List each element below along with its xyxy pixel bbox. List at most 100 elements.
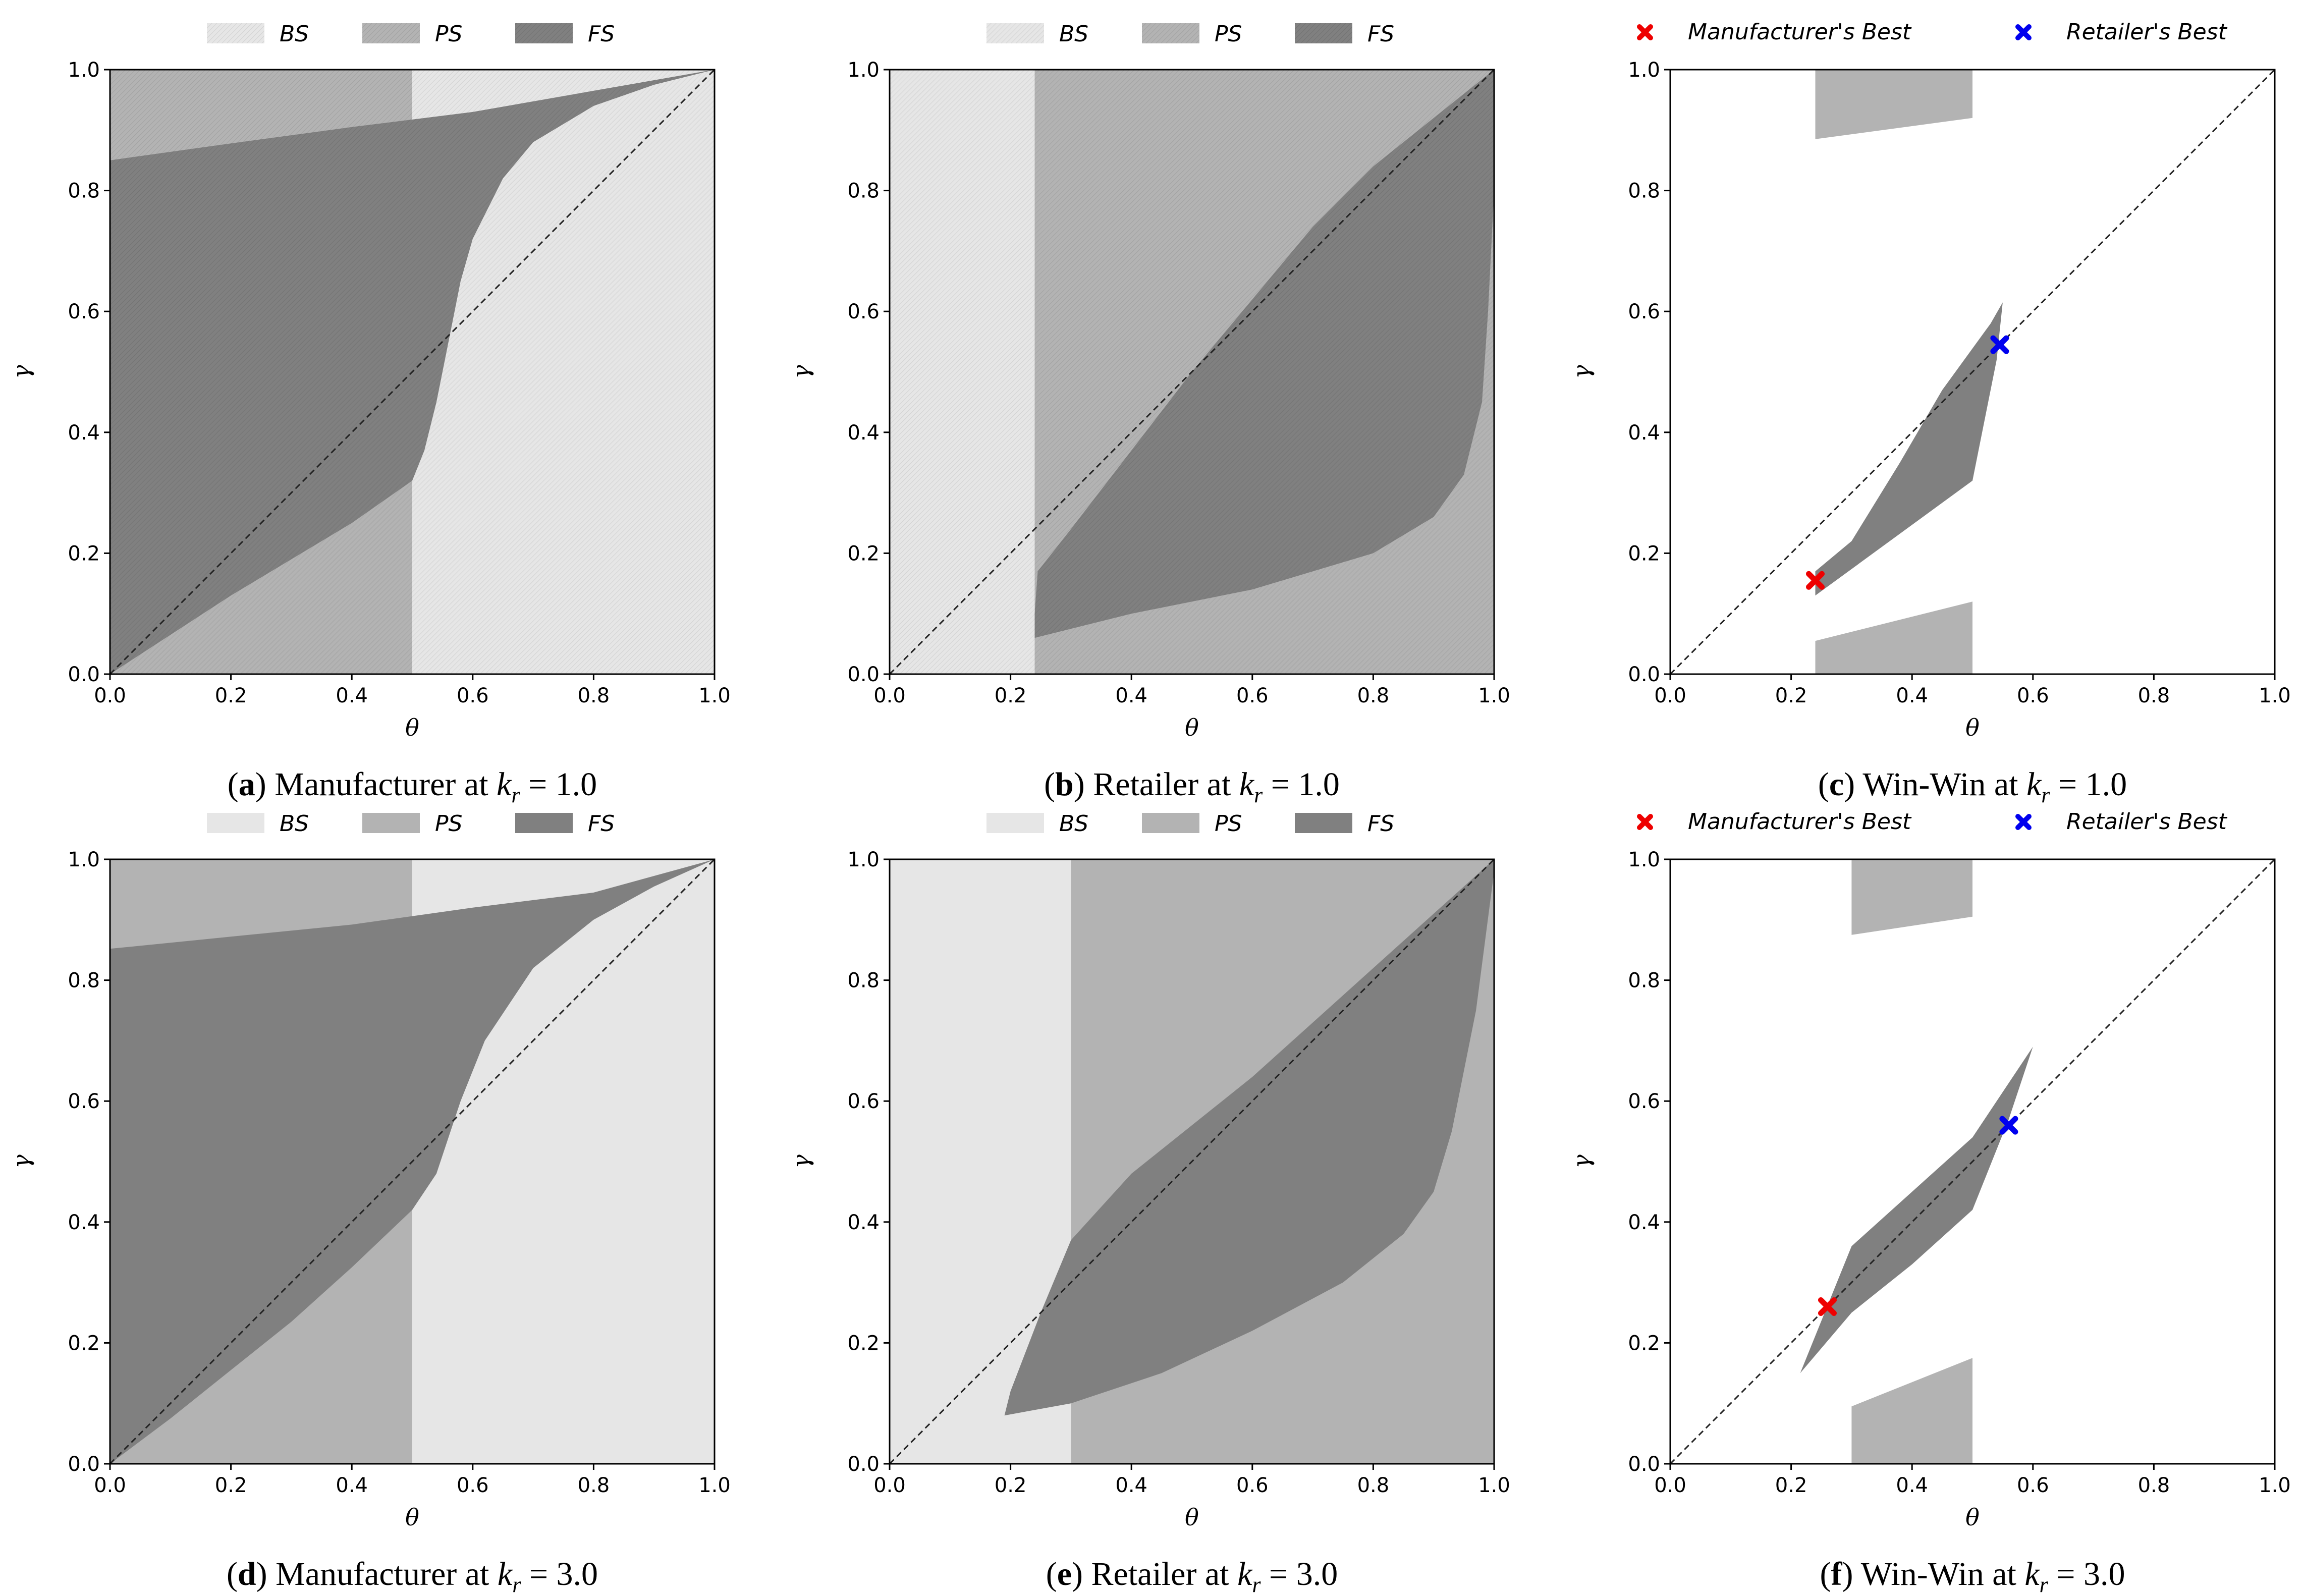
caption-text: Manufacturer at (275, 766, 488, 803)
x-tick-label: 0.4 (1896, 1474, 1928, 1497)
plot-frame (109, 69, 716, 675)
x-tick-label: 0.2 (215, 684, 247, 707)
caption-param-symbol: k (2026, 766, 2042, 803)
legend-swatch-bs (207, 813, 264, 833)
caption-paren-open: ( (228, 766, 239, 803)
caption-space (2018, 766, 2027, 803)
x-tick-label: 0.6 (1236, 684, 1269, 707)
regions-c (1670, 70, 2275, 674)
x-tick-label: 0.0 (873, 1474, 906, 1497)
marker-manufacturers-best (1806, 571, 1825, 590)
x-tick-label: 0.8 (2138, 684, 2170, 707)
y-tick-label: 0.6 (68, 1090, 100, 1113)
y-tick-label: 0.0 (1628, 1453, 1660, 1476)
legend-label: BS (280, 21, 309, 47)
legend-swatch-bs (986, 813, 1044, 833)
legend-marker-stroke (2015, 24, 2032, 40)
y-tick-label: 0.4 (1628, 421, 1660, 445)
plot-frame (1669, 858, 2276, 1465)
region-ps-0 (1815, 70, 1972, 139)
legend-marker-manufacturers-best (1637, 24, 1653, 40)
x-tick-label: 1.0 (698, 684, 731, 707)
caption-param-sub: r (1252, 1572, 1261, 1596)
region-fs-2 (1004, 859, 1494, 1416)
diagonal-line (890, 70, 1494, 674)
legend-label: Retailer's Best (2066, 19, 2228, 45)
legend-label: FS (588, 811, 615, 837)
legend-swatch-ps (1142, 23, 1199, 43)
y-tick-label: 0.8 (847, 969, 880, 993)
x-tick-label: 0.0 (873, 684, 906, 707)
caption-letter: a (239, 766, 255, 803)
legend-label: BS (1059, 21, 1088, 47)
legend-a: BS PS FS (207, 21, 615, 47)
legend-label: BS (1059, 811, 1088, 837)
x-tick-label: 0.4 (1115, 1474, 1147, 1497)
y-axis-label: γ (8, 365, 35, 379)
panel-e: 0.0 0.2 0.4 0.6 0.8 1.0 0.0 0.2 0.4 0.6 0.8 1.0 θ γ BS… (787, 811, 1510, 1596)
caption-letter: d (238, 1556, 256, 1592)
caption-d: (d) Manufacturer at kr = 3.0 (227, 1556, 598, 1596)
caption-space (1231, 766, 1239, 803)
legend-label: FS (1367, 21, 1394, 47)
legend-swatch-bs (986, 23, 1044, 43)
legend-swatch-bs (207, 23, 264, 43)
caption-param-value: = 1.0 (1263, 766, 1340, 803)
caption-param-value: = 3.0 (1260, 1556, 1338, 1592)
x-tick-label: 0.0 (94, 1474, 126, 1497)
x-tick-label: 1.0 (698, 1474, 731, 1497)
y-tick-label: 1.0 (1628, 848, 1660, 871)
y-tick-label: 1.0 (847, 848, 880, 871)
y-tick-label: 0.2 (68, 542, 100, 565)
x-tick-label: 0.8 (1357, 1474, 1390, 1497)
caption-space (488, 766, 497, 803)
caption-param-sub: r (512, 1572, 521, 1596)
x-axis-label: θ (1185, 1504, 1199, 1531)
y-tick-label: 0.8 (847, 180, 880, 203)
caption-text: Manufacturer at (276, 1556, 489, 1592)
caption-paren-close: ) (1072, 1556, 1091, 1592)
caption-paren-open: ( (1044, 766, 1055, 803)
caption-letter: f (1831, 1556, 1842, 1592)
legend-marker-stroke (1637, 24, 1653, 40)
y-tick-label: 0.4 (847, 421, 880, 445)
y-axis-label: γ (8, 1154, 35, 1169)
diagonal-line (1670, 859, 2275, 1464)
x-tick-label: 0.8 (2138, 1474, 2170, 1497)
caption-param-symbol: k (1239, 766, 1255, 803)
caption-param-sub: r (1254, 783, 1263, 807)
marker-retailers-best (1990, 335, 2009, 354)
legend-label: Manufacturer's Best (1688, 19, 1912, 45)
legend-marker-stroke (1637, 814, 1653, 830)
y-tick-label: 0.6 (1628, 1090, 1660, 1113)
x-axis-label: θ (405, 1504, 419, 1531)
legend-label: PS (435, 811, 462, 837)
caption-param-value: = 1.0 (2050, 766, 2127, 803)
y-tick-label: 0.4 (68, 421, 100, 445)
legend-label: FS (588, 21, 615, 47)
caption-paren-open: ( (1046, 1556, 1057, 1592)
caption-param-symbol: k (1237, 1556, 1253, 1592)
x-tick-label: 0.2 (995, 1474, 1027, 1497)
panel-d: 0.0 0.2 0.4 0.6 0.8 1.0 0.0 0.2 0.4 0.6 0.8 1.0 θ γ BS… (8, 811, 731, 1596)
caption-paren-close: ) (1074, 766, 1093, 803)
region-bs-1 (412, 70, 715, 674)
y-tick-label: 0.8 (1628, 969, 1660, 993)
x-tick-label: 0.2 (1775, 684, 1807, 707)
panel-b: 0.0 0.2 0.4 0.6 0.8 1.0 0.0 0.2 0.4 0.6 0.8 1.0 θ γ BS… (787, 21, 1510, 807)
marker-stroke (1999, 1116, 2018, 1135)
diagonal-line (110, 859, 715, 1464)
caption-c: (c) Win-Win at kr = 1.0 (1818, 766, 2127, 807)
y-tick-label: 1.0 (68, 59, 100, 82)
caption-space (1229, 1556, 1238, 1592)
panel-f: 0.0 0.2 0.4 0.6 0.8 1.0 0.0 0.2 0.4 0.6 0.8 1.0 θ γ Ma… (1568, 809, 2291, 1596)
caption-param-symbol: k (497, 766, 512, 803)
caption-letter: e (1057, 1556, 1072, 1592)
legend-swatch-ps (362, 23, 420, 43)
y-tick-label: 0.0 (68, 663, 100, 686)
caption-letter: b (1055, 766, 1074, 803)
legend-marker-retailers-best (2015, 24, 2032, 40)
x-tick-label: 0.2 (215, 1474, 247, 1497)
y-tick-label: 0.2 (847, 542, 880, 565)
legend-swatch-ps (1142, 813, 1199, 833)
